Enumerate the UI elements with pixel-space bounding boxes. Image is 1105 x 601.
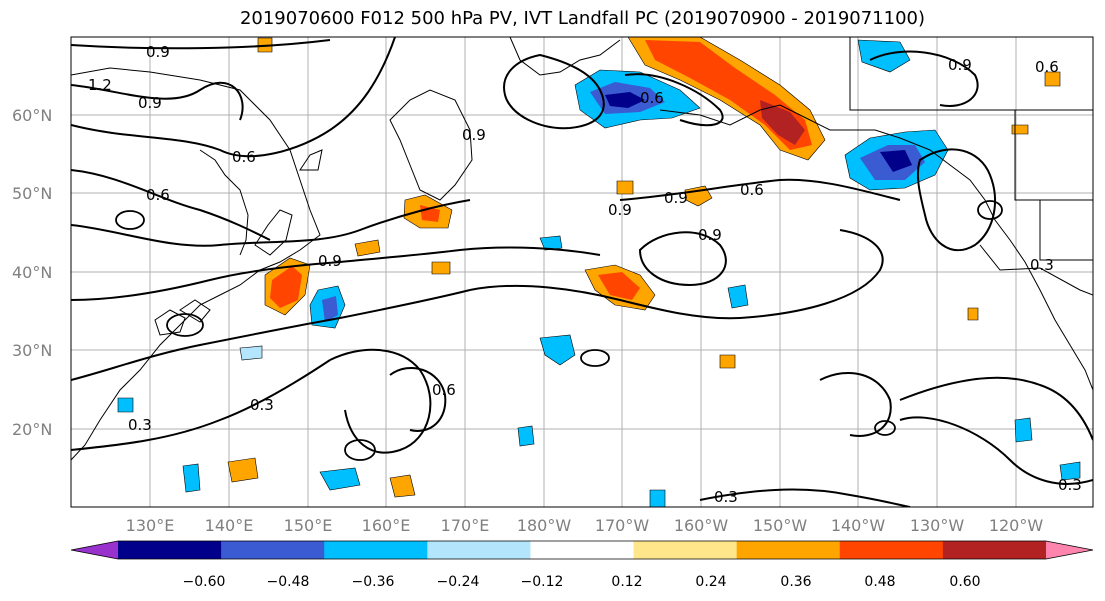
contour-label: 0.9	[698, 226, 722, 244]
colorbar-segment	[221, 541, 325, 559]
colorbar-tick: 0.24	[695, 574, 726, 590]
lat-label: 50°N	[12, 184, 52, 203]
colorbar-segment	[736, 541, 841, 559]
contour-label: 0.3	[1058, 476, 1082, 494]
contour-label: 0.3	[1030, 256, 1054, 274]
pc-shading	[117, 37, 1081, 507]
graticule	[71, 37, 1093, 507]
lon-label: 170°W	[595, 516, 650, 535]
colorbar-extend-min	[71, 541, 118, 559]
lat-label: 40°N	[12, 263, 52, 282]
contour-label: 0.6	[740, 181, 764, 199]
lat-label: 30°N	[12, 341, 52, 360]
colorbar-extend-max	[1046, 541, 1093, 559]
contour-label: 1.2	[88, 76, 112, 94]
colorbar-tick: 0.36	[780, 574, 811, 590]
colorbar-segment	[942, 541, 1047, 559]
lat-label: 60°N	[12, 106, 52, 125]
colorbar-tick: −0.12	[521, 574, 564, 590]
colorbar-tick: −0.60	[183, 574, 226, 590]
contour-label: 0.9	[948, 56, 972, 74]
map-frame	[70, 36, 1094, 508]
colorbar-tick: −0.48	[267, 574, 310, 590]
lon-label: 140°W	[831, 516, 886, 535]
colorbar-segment	[118, 541, 222, 559]
longitude-labels: 130°E 140°E 150°E 160°E 170°E 180°W 170°…	[126, 516, 1044, 535]
pv-contour-cells	[115, 200, 1003, 461]
contour-label: 0.3	[250, 396, 274, 414]
contour-label: 0.9	[664, 189, 688, 207]
contour-labels: 0.9 1.2 0.9 0.6 0.6 0.9 0.9 0.6 0.9 0.6 …	[88, 43, 1082, 506]
pv-contours	[71, 37, 1093, 507]
contour-label: 0.9	[146, 43, 170, 61]
contour-label: 0.3	[714, 488, 738, 506]
colorbar-tick: −0.36	[352, 574, 395, 590]
colorbar-outline	[70, 540, 1094, 560]
colorbar-tick: −0.24	[437, 574, 480, 590]
contour-label: 0.6	[146, 186, 170, 204]
lat-label: 20°N	[12, 420, 52, 439]
contour-label: 0.6	[1035, 58, 1059, 76]
lon-label: 130°E	[126, 516, 175, 535]
lon-label: 180°W	[517, 516, 572, 535]
contour-label: 0.9	[462, 126, 486, 144]
shade-alaska-core	[760, 100, 805, 145]
contour-label: 0.9	[608, 201, 632, 219]
contour-label: 0.9	[138, 94, 162, 112]
colorbar-segment	[324, 541, 428, 559]
lon-label: 160°W	[674, 516, 729, 535]
lon-label: 130°W	[910, 516, 965, 535]
lon-label: 150°E	[284, 516, 333, 535]
contour-label: 0.6	[640, 89, 664, 107]
colorbar-segment	[530, 541, 635, 559]
colorbar: −0.60 −0.48 −0.36 −0.24 −0.12 0.12 0.24 …	[70, 540, 1094, 590]
colorbar-segment	[839, 541, 944, 559]
contour-label: 0.9	[318, 252, 342, 270]
contour-label: 0.6	[432, 381, 456, 399]
lon-label: 140°E	[205, 516, 254, 535]
colorbar-tick: 0.12	[611, 574, 642, 590]
colorbar-segment	[633, 541, 738, 559]
colorbar-tick: 0.60	[949, 574, 980, 590]
contour-label: 0.3	[128, 416, 152, 434]
latitude-labels: 60°N 50°N 40°N 30°N 20°N	[12, 106, 52, 439]
map-title: 2019070600 F012 500 hPa PV, IVT Landfall…	[239, 8, 926, 29]
colorbar-segment	[427, 541, 531, 559]
lon-label: 150°W	[753, 516, 808, 535]
lon-label: 170°E	[441, 516, 490, 535]
lon-label: 120°W	[989, 516, 1044, 535]
coastlines	[71, 37, 1093, 461]
lon-label: 160°E	[362, 516, 411, 535]
colorbar-tick: 0.48	[864, 574, 895, 590]
contour-label: 0.6	[232, 148, 256, 166]
